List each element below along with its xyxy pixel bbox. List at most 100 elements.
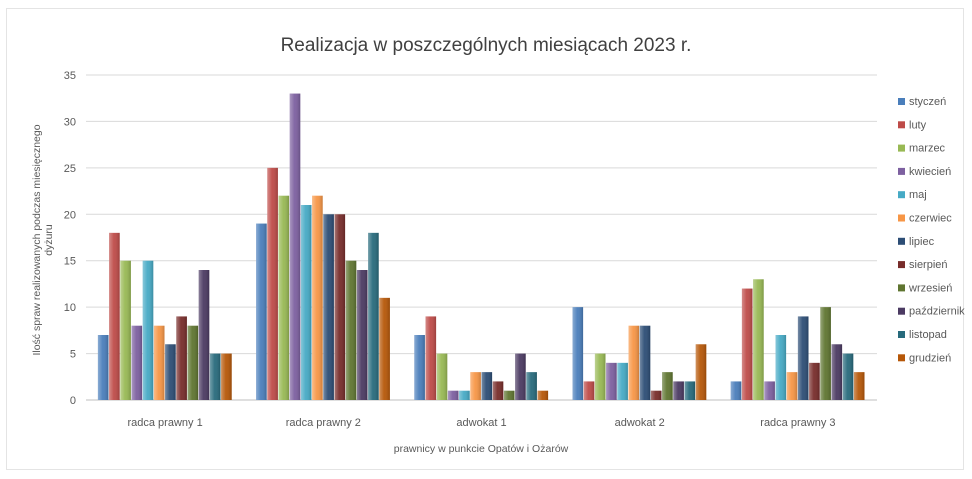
bar-highlight xyxy=(209,353,221,400)
bar-highlight xyxy=(97,335,109,400)
bar-highlight xyxy=(628,325,640,400)
legend-swatch xyxy=(898,167,905,175)
x-axis-label: prawnicy w punkcie Opatów i Ożarów xyxy=(394,443,569,455)
chart-title: Realizacja w poszczególnych miesiącach 2… xyxy=(281,35,692,56)
bar-highlight xyxy=(820,307,831,400)
bar-highlight xyxy=(650,390,662,400)
bar-highlight xyxy=(289,93,301,401)
bar-highlight xyxy=(831,344,843,400)
legend-label: wrzesień xyxy=(908,282,952,294)
bar-highlight xyxy=(481,372,493,400)
bar-highlight xyxy=(356,270,368,400)
bar-highlight xyxy=(617,362,628,400)
bar-highlight xyxy=(379,297,390,400)
bar-highlight xyxy=(764,381,775,400)
y-tick-label: 20 xyxy=(64,209,76,221)
bar-highlight xyxy=(594,353,606,400)
y-tick-label: 5 xyxy=(70,349,76,361)
legend-swatch xyxy=(898,191,905,199)
x-tick-label: adwokat 2 xyxy=(615,417,665,429)
legend-swatch xyxy=(898,144,905,152)
bar-highlight xyxy=(425,316,437,400)
y-tick-label: 25 xyxy=(64,163,76,175)
legend-label: czerwiec xyxy=(909,213,952,225)
bar-highlight xyxy=(312,195,323,400)
legend-swatch xyxy=(898,284,905,292)
bar-highlight xyxy=(515,353,526,400)
y-tick-label: 30 xyxy=(64,116,76,128)
x-tick-label: adwokat 1 xyxy=(456,417,506,429)
legend-swatch xyxy=(898,307,905,315)
bar-highlight xyxy=(447,390,459,400)
bar-highlight xyxy=(176,316,187,400)
bar-highlight xyxy=(853,372,865,400)
x-tick-label: radca prawny 1 xyxy=(127,417,202,429)
bar-highlight xyxy=(842,353,854,400)
bar-highlight xyxy=(797,316,809,400)
bar-highlight xyxy=(775,335,787,400)
bar-highlight xyxy=(267,167,278,400)
y-axis-label-line2: dyżuru xyxy=(43,224,55,256)
bar-highlight xyxy=(334,214,346,400)
bar-highlight xyxy=(730,381,742,400)
bar-highlight xyxy=(187,325,199,400)
bar-highlight xyxy=(345,260,357,400)
bar-highlight xyxy=(142,260,154,400)
legend-swatch xyxy=(898,261,905,269)
legend-label: marzec xyxy=(909,143,946,155)
bar-highlight xyxy=(741,288,753,400)
bar-highlight xyxy=(673,381,684,400)
bar-highlight xyxy=(583,381,595,400)
bar-highlight xyxy=(606,362,617,400)
legend-label: styczeń xyxy=(909,96,946,108)
x-tick-label: radca prawny 3 xyxy=(760,417,835,429)
bar-highlight xyxy=(809,362,820,400)
bar-highlight xyxy=(503,390,515,400)
bar-highlight xyxy=(120,260,131,400)
legend-label: lipiec xyxy=(909,236,935,248)
bar-highlight xyxy=(436,353,448,400)
legend-label: grudzień xyxy=(909,352,951,364)
legend-label: kwiecień xyxy=(909,166,951,178)
bar-highlight xyxy=(695,344,707,400)
bar-highlight xyxy=(256,223,267,400)
bar-highlight xyxy=(537,390,549,400)
legend-swatch xyxy=(898,98,905,105)
bar-highlight xyxy=(572,307,584,400)
bar-highlight xyxy=(526,372,537,400)
bar-highlight xyxy=(278,195,290,400)
bar-highlight xyxy=(786,372,798,400)
legend-swatch xyxy=(898,331,905,338)
y-tick-label: 10 xyxy=(64,302,76,314)
bar-highlight xyxy=(414,335,425,400)
bar-highlight xyxy=(470,372,481,400)
x-tick-label: radca prawny 2 xyxy=(286,417,361,429)
bar-highlight xyxy=(153,325,165,400)
y-tick-label: 15 xyxy=(64,256,76,268)
legend-swatch xyxy=(898,121,905,129)
legend-swatch xyxy=(898,214,905,222)
bar-highlight xyxy=(131,325,143,400)
legend-label: maj xyxy=(909,189,927,201)
bar-highlight xyxy=(165,344,176,400)
y-tick-label: 35 xyxy=(64,70,76,82)
bar-highlight xyxy=(662,372,673,400)
bar-highlight xyxy=(459,390,470,400)
legend-label: luty xyxy=(909,119,927,131)
bar-highlight xyxy=(323,214,334,400)
bar-highlight xyxy=(753,279,764,400)
legend-label: październik xyxy=(909,306,965,318)
bar-highlight xyxy=(492,381,504,400)
bar-highlight xyxy=(221,353,232,400)
legend-swatch xyxy=(898,354,905,362)
bar-highlight xyxy=(639,325,651,400)
y-axis-label-line1: Ilość spraw realizowanych podczas miesię… xyxy=(31,124,43,355)
bar-highlight xyxy=(109,232,120,400)
bar-highlight xyxy=(684,381,696,400)
legend-label: listopad xyxy=(909,329,947,341)
bar-highlight xyxy=(198,270,210,400)
bar-highlight xyxy=(368,232,379,400)
bar-highlight xyxy=(300,205,312,400)
legend-label: sierpień xyxy=(909,259,948,271)
